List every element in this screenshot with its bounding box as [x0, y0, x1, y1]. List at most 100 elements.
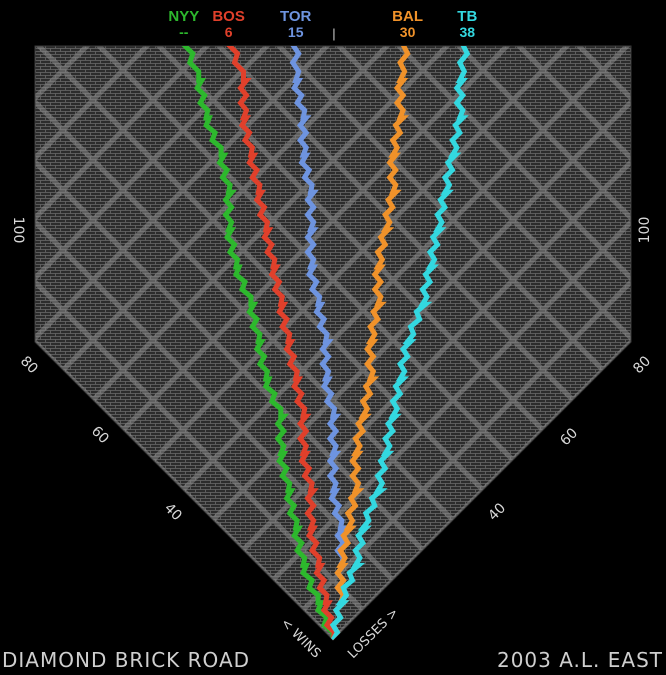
series-point-bos — [308, 525, 314, 531]
legend-abbr-bal: BAL — [392, 8, 423, 25]
series-point-tor — [300, 115, 306, 121]
series-point-bos — [300, 413, 306, 419]
series-point-bos — [270, 264, 276, 270]
series-point-tb — [360, 525, 366, 531]
plot-border — [34, 45, 632, 641]
series-point-bos — [241, 115, 246, 121]
series-point-bal — [345, 525, 351, 531]
series-point-nyy — [300, 562, 306, 568]
series-point-bos — [308, 488, 314, 494]
series-point-bos — [323, 600, 328, 606]
series-point-nyy — [255, 339, 261, 345]
legend-abbr-tb: TB — [457, 8, 477, 25]
series-point-bos — [315, 562, 321, 568]
series-point-tb — [442, 189, 448, 195]
series-point-nyy — [196, 78, 202, 83]
series-point-tor — [330, 488, 336, 494]
series-point-tb — [449, 152, 455, 158]
wins-tick-label: 100 — [10, 217, 26, 244]
chart-title: DIAMOND BRICK ROAD — [2, 648, 250, 672]
series-point-tb — [397, 376, 403, 382]
series-point-nyy — [315, 600, 321, 606]
series-point-tb — [352, 562, 358, 568]
series-point-bal — [338, 562, 343, 568]
series-point-bal — [382, 227, 388, 233]
series-point-bos — [248, 152, 254, 158]
series-layer — [180, 46, 476, 640]
series-point-nyy — [285, 488, 291, 494]
series-point-nyy — [218, 152, 224, 158]
series-point-tb — [427, 264, 433, 270]
series-point-tb — [330, 637, 336, 640]
legend-games-back-bos: 6 — [225, 24, 233, 40]
series-point-nyy — [263, 376, 269, 382]
series-point-tor — [323, 376, 328, 382]
losses-tick-label: 40 — [485, 500, 509, 524]
series-point-bos — [241, 78, 246, 83]
series-point-bal — [375, 301, 381, 307]
series-point-nyy — [203, 115, 209, 121]
series-point-bos — [293, 376, 299, 382]
diagonal-grid — [35, 46, 631, 640]
series-point-nyy — [226, 227, 232, 233]
series-point-bal — [360, 413, 366, 419]
games-back-header: | — [332, 26, 335, 41]
series-point-tb — [375, 488, 381, 494]
series-point-bal — [367, 376, 373, 382]
series-point-bal — [375, 264, 381, 270]
series-point-bos — [255, 189, 261, 195]
series-point-tor — [323, 339, 328, 345]
series-point-nyy — [233, 264, 239, 270]
series-point-nyy — [278, 413, 284, 419]
series-point-bos — [285, 339, 291, 345]
series-point-tor — [338, 525, 343, 531]
series-point-nyy — [278, 451, 284, 456]
series-point-tor — [300, 152, 306, 158]
series-point-tor — [330, 413, 336, 419]
wins-tick-label: 80 — [17, 353, 41, 377]
series-point-tor — [330, 451, 336, 456]
series-point-tb — [420, 301, 425, 307]
series-point-tb — [382, 451, 388, 456]
losses-tick-label: 80 — [630, 353, 654, 377]
legend-games-back-tor: 15 — [288, 24, 304, 40]
series-point-tor — [308, 264, 314, 270]
chart-subtitle: 2003 A.L. EAST — [497, 648, 663, 672]
series-point-bal — [390, 189, 396, 195]
series-point-bal — [352, 488, 358, 494]
series-point-tb — [434, 227, 440, 233]
series-point-nyy — [248, 301, 254, 307]
series-point-tb — [390, 413, 396, 419]
legend-abbr-bos: BOS — [212, 8, 245, 25]
wins-tick-label: 60 — [88, 423, 112, 447]
series-point-tb — [405, 339, 411, 345]
series-point-nyy — [293, 525, 299, 531]
legend-abbr-tor: TOR — [280, 8, 312, 25]
series-point-tor — [308, 189, 314, 195]
series-point-tb — [338, 600, 343, 606]
legend-games-back-tb: 38 — [460, 24, 476, 40]
plot-area — [34, 45, 632, 641]
series-point-bal — [352, 451, 358, 456]
losses-tick-label: 100 — [637, 217, 653, 244]
losses-tick-label: 60 — [557, 425, 581, 449]
series-point-bal — [367, 339, 373, 345]
wins-tick-label: 40 — [161, 500, 185, 524]
series-point-bal — [397, 78, 403, 83]
series-point-bos — [278, 301, 284, 307]
series-point-tor — [293, 78, 299, 83]
series-point-bos — [300, 451, 306, 456]
series-point-tb — [457, 78, 463, 83]
series-point-tor — [308, 227, 314, 233]
legend-games-back-bal: 30 — [400, 24, 416, 40]
series-point-tb — [457, 115, 463, 121]
series-point-bos — [263, 227, 269, 233]
legend-abbr-nyy: NYY — [168, 8, 199, 25]
legend-games-back-nyy: -- — [179, 24, 189, 40]
series-point-nyy — [226, 189, 232, 195]
series-point-bal — [390, 152, 396, 158]
series-point-bal — [397, 115, 403, 121]
